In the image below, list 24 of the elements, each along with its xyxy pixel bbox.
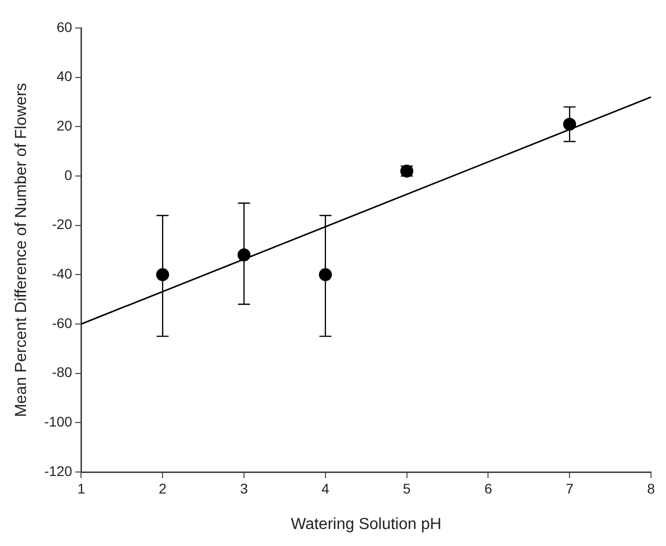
x-axis-title: Watering Solution pH	[290, 516, 442, 533]
y-tick-label: 20	[56, 118, 72, 134]
x-tick-label: 2	[158, 480, 167, 496]
y-tick-label: -120	[44, 462, 72, 479]
y-tick-label: -80	[52, 364, 72, 380]
point	[156, 268, 170, 282]
x-tick-label: 6	[484, 480, 492, 496]
y-tick-label: -40	[52, 266, 72, 282]
x-tick-label: 8	[647, 480, 656, 496]
x-tick-label: 3	[240, 480, 248, 496]
x-tick-label: 4	[322, 480, 330, 496]
y-tick-label: 0	[64, 166, 72, 183]
y-tick-label: 40	[56, 68, 72, 84]
point	[563, 118, 576, 131]
point	[318, 268, 332, 282]
y-tick-label: -20	[52, 216, 72, 232]
y-tick-label: -100	[44, 414, 72, 430]
y-axis-title: Mean Percent Difference of Number of Flowers	[13, 82, 30, 418]
y-tick-label: 60	[56, 18, 72, 35]
y-tick-label: -60	[52, 314, 72, 331]
x-tick-label: 5	[402, 480, 411, 496]
point	[238, 248, 251, 262]
x-tick-label: 7	[566, 480, 574, 496]
x-tick-label: 1	[77, 480, 86, 496]
